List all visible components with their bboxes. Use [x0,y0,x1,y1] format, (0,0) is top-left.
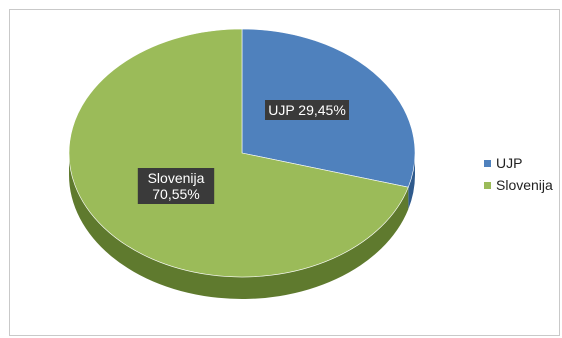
legend-swatch-ujp [484,159,491,167]
legend-item-ujp: UJP [484,152,553,174]
pie-side-ujp [408,153,415,210]
legend-label-ujp: UJP [496,155,523,171]
legend-item-slovenija: Slovenija [484,174,553,196]
svg-text:70,55%: 70,55% [152,186,199,202]
pie-slice-slovenija [68,28,409,278]
data-label-ujp: UJP 29,45% [265,100,349,120]
pie-slices [68,28,416,278]
svg-text:Slovenija: Slovenija [148,170,205,186]
legend-swatch-slovenija [484,181,491,189]
svg-text:UJP 29,45%: UJP 29,45% [268,102,346,118]
legend: UJP Slovenija [484,152,553,196]
legend-label-slovenija: Slovenija [496,177,553,193]
